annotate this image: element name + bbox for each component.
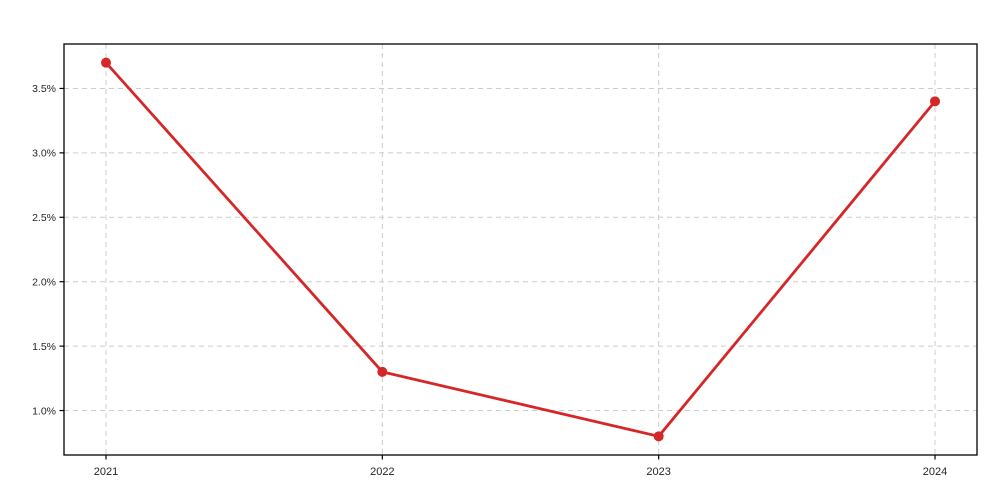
x-tick-label: 2021 — [94, 466, 118, 478]
data-point-marker — [930, 96, 941, 107]
trend-line — [104, 61, 937, 438]
x-tick-label: 2023 — [646, 466, 670, 478]
y-tick-label: 3.5% — [32, 83, 56, 95]
y-tick-label: 1.0% — [32, 405, 56, 417]
y-tick-label: 3.0% — [32, 148, 56, 160]
x-tick-label: 2024 — [923, 466, 947, 478]
y-tick-label: 2.5% — [32, 212, 56, 224]
x-tick-label: 2022 — [370, 466, 394, 478]
data-point-marker — [377, 366, 388, 377]
y-tick-label: 1.5% — [32, 341, 56, 353]
plot-border — [63, 43, 978, 456]
y-tick-label: 2.0% — [32, 277, 56, 289]
data-point-marker — [653, 431, 664, 442]
data-point-marker — [100, 57, 111, 68]
